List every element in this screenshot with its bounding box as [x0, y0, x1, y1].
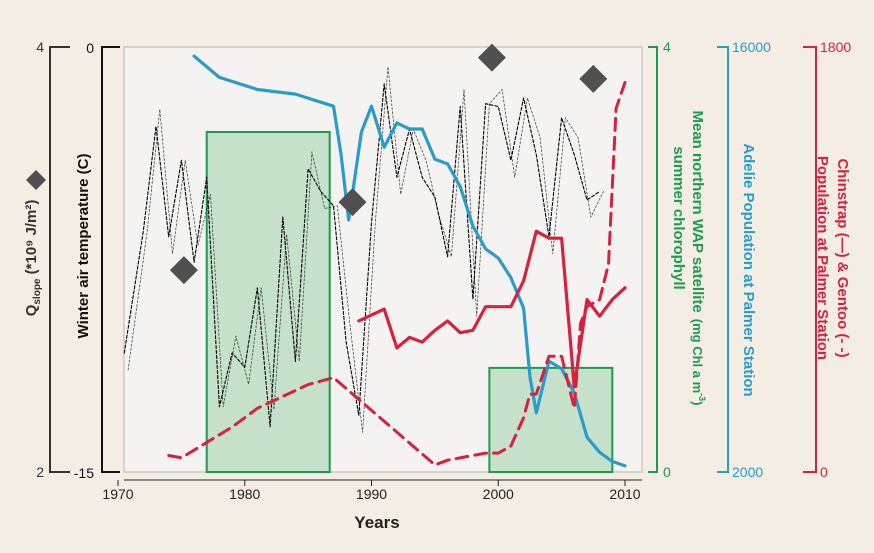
temperature-axis: 0 -15 Winter air temperature (C) — [74, 40, 120, 481]
svg-text:summer chlorophyll: summer chlorophyll — [670, 146, 687, 289]
chlorophyll-axis-label: Mean northern WAP satellite(mg Chl a m-3… — [670, 110, 707, 405]
svg-text:Chinstrap (—) & Gentoo (- -): Chinstrap (—) & Gentoo (- -) — [834, 158, 851, 357]
penguin-tick-top: 1800 — [820, 39, 851, 55]
adelie-tick-bottom: 2000 — [732, 464, 763, 480]
penguin-tick-bottom: 0 — [820, 464, 828, 480]
chlorophyll-tick-top: 4 — [663, 39, 671, 55]
svg-text:Qslope (*10⁹ J/m²): Qslope (*10⁹ J/m²) — [23, 200, 43, 317]
chinstrap-line — [357, 229, 627, 389]
chlorophyll-bars — [205, 131, 614, 473]
x-tick-label: 1990 — [356, 486, 387, 502]
adelie-axis: 16000 2000 Adelie Population at Palmer S… — [717, 39, 771, 480]
x-tick-label: 1970 — [102, 486, 133, 502]
gentoo-line — [167, 80, 627, 467]
x-tick-label: 2010 — [609, 486, 640, 502]
chlorophyll-bar-1 — [488, 366, 614, 473]
qslope-tick-top: 4 — [36, 39, 44, 55]
x-axis: 1970 1980 1990 2000 2010 Years — [102, 479, 642, 532]
chlorophyll-axis: 4 0 Mean northern WAP satellite(mg Chl a… — [648, 39, 707, 480]
x-tick-label: 2000 — [483, 486, 514, 502]
penguin-axis: 1800 0 Chinstrap (—) & Gentoo (- -) Popu… — [803, 39, 851, 480]
svg-text:Mean northern WAP satellite(mg: Mean northern WAP satellite(mg Chl a m-3… — [689, 110, 707, 405]
x-ticks: 1970 1980 1990 2000 2010 — [102, 480, 641, 502]
chlorophyll-bar-0 — [205, 131, 331, 473]
temperature-tick-bottom: -15 — [74, 465, 94, 481]
adelie-tick-top: 16000 — [732, 39, 771, 55]
qslope-axis-label: Qslope (*10⁹ J/m²) — [23, 200, 43, 317]
qslope-legend-diamond — [26, 170, 46, 190]
qslope-points — [169, 43, 608, 285]
qslope-axis: 4 2 Qslope (*10⁹ J/m²) — [23, 39, 70, 480]
adelie-axis-label: Adelie Population at Palmer Station — [740, 143, 757, 396]
penguin-axis-label: Chinstrap (—) & Gentoo (- -) Population … — [814, 156, 851, 360]
temperature-axis-label: Winter air temperature (C) — [75, 154, 92, 339]
chlorophyll-tick-bottom: 0 — [663, 464, 671, 480]
series-lines — [123, 54, 627, 468]
x-tick-label: 1980 — [229, 486, 260, 502]
adelie-line — [192, 54, 627, 468]
qslope-point-2 — [477, 43, 506, 72]
qslope-point-0 — [169, 256, 198, 285]
qslope-tick-bottom: 2 — [36, 464, 44, 480]
temperature-tick-top: 0 — [86, 40, 94, 56]
qslope-point-1 — [338, 188, 367, 217]
svg-text:Population at Palmer Station: Population at Palmer Station — [814, 156, 831, 360]
x-axis-label: Years — [354, 513, 399, 532]
temperature-line-2 — [127, 66, 604, 433]
qslope-point-3 — [579, 64, 608, 93]
